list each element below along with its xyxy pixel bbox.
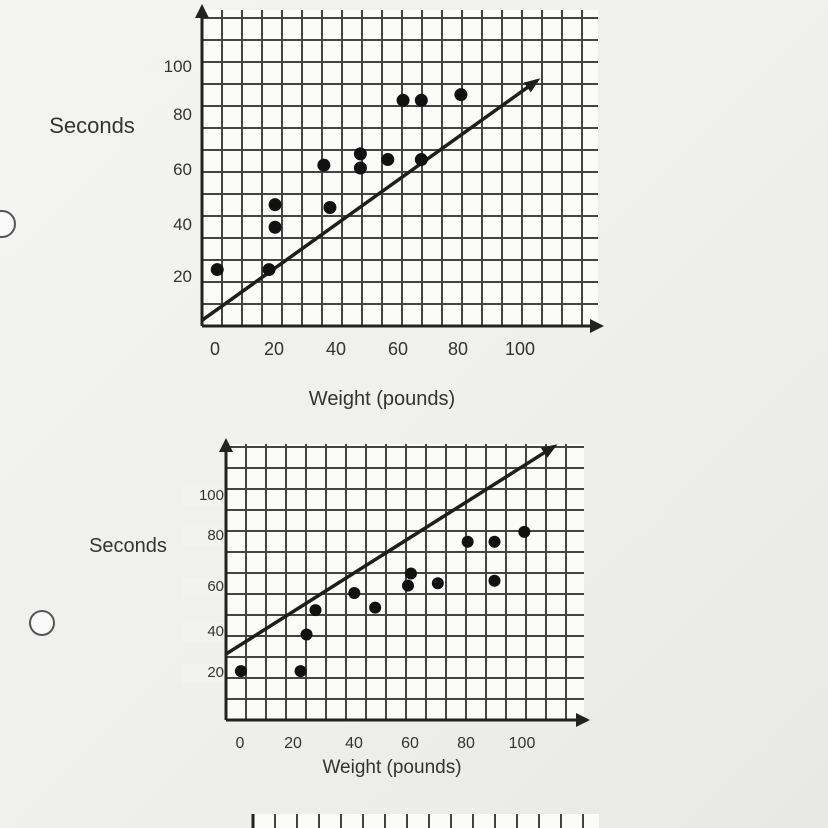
x-tick-label: 80 (448, 339, 468, 359)
data-point (210, 263, 224, 277)
y-axis-arrow (219, 438, 233, 452)
data-point (461, 535, 474, 548)
x-tick-label: 60 (401, 735, 419, 752)
data-point (401, 579, 414, 592)
y-tick-bg (150, 160, 192, 181)
plot-area (226, 444, 584, 720)
data-point (268, 220, 282, 234)
data-point (294, 665, 307, 678)
x-tick-label: 0 (210, 339, 220, 359)
x-tick-label: 40 (326, 339, 346, 359)
grid (202, 10, 598, 326)
grid (226, 444, 584, 720)
option-b-radio[interactable] (29, 610, 55, 636)
chart-c-partial (251, 814, 599, 828)
x-tick-label: 100 (509, 735, 536, 752)
data-point (268, 198, 282, 212)
data-point (323, 201, 337, 214)
y-tick-bg (150, 57, 192, 78)
axes (219, 438, 590, 727)
y-axis-title: Seconds (89, 535, 167, 557)
data-point (309, 604, 322, 617)
y-tick-bg (182, 527, 224, 546)
data-point (518, 525, 531, 538)
y-tick-label: 40 (173, 215, 192, 234)
y-axis-arrow (195, 4, 209, 18)
y-tick-label: 80 (173, 105, 192, 124)
y-tick-label: 40 (207, 623, 224, 640)
data-point (488, 574, 501, 587)
y-axis-title: Seconds (49, 113, 135, 138)
data-point (381, 153, 395, 167)
y-tick-label: 60 (173, 160, 192, 179)
chart-b: 0 20 40 60 80 100 20 40 60 80 100 Seconds Weight (po… (89, 438, 590, 778)
x-tick-label: 80 (457, 735, 475, 752)
data-point (396, 93, 410, 107)
plot-area (202, 10, 598, 326)
y-tick-bg (182, 623, 224, 642)
x-tick-label: 0 (236, 735, 245, 752)
trend-line-arrow (540, 444, 558, 458)
y-tick-label: 60 (207, 578, 224, 595)
data-point (262, 263, 276, 277)
y-tick-bg (182, 487, 224, 506)
data-point (317, 158, 331, 172)
x-axis-arrow (576, 713, 590, 727)
x-axis-title: Weight (pounds) (322, 757, 461, 778)
x-tick-label: 20 (284, 735, 302, 752)
axes (195, 4, 604, 333)
y-tick-label: 20 (173, 267, 192, 286)
data-point (353, 147, 367, 161)
data-point (369, 601, 382, 614)
trend-line (200, 79, 539, 322)
data-point (414, 93, 428, 107)
option-a-radio[interactable] (0, 210, 16, 238)
trend-line (225, 444, 556, 656)
trend-line-arrow (523, 78, 541, 93)
y-tick-bg (150, 105, 192, 126)
x-axis-title: Weight (pounds) (309, 388, 455, 410)
y-tick-bg (150, 215, 192, 236)
data-point (348, 586, 361, 599)
data-point (488, 535, 501, 548)
data-point (234, 665, 247, 678)
data-point (300, 628, 313, 641)
y-tick-label: 80 (207, 527, 224, 544)
chart-a: 0 20 40 60 80 100 20 40 60 80 100 Seconds Weight (po… (49, 4, 604, 410)
y-tick-label: 100 (164, 57, 192, 76)
y-tick-bg (150, 267, 192, 288)
y-tick-bg (182, 578, 224, 597)
y-tick-bg (182, 664, 224, 683)
data-point (431, 577, 444, 590)
data-point (414, 153, 428, 167)
data-point (454, 88, 468, 102)
y-tick-label: 20 (207, 664, 224, 681)
x-tick-label: 100 (505, 339, 535, 359)
data-point (353, 161, 367, 175)
y-tick-label: 100 (199, 487, 224, 504)
x-tick-label: 20 (264, 339, 284, 359)
x-tick-label: 40 (345, 735, 363, 752)
x-axis-arrow (590, 319, 604, 333)
data-point (404, 567, 417, 580)
plot-area (253, 814, 599, 828)
x-tick-label: 60 (388, 339, 408, 359)
